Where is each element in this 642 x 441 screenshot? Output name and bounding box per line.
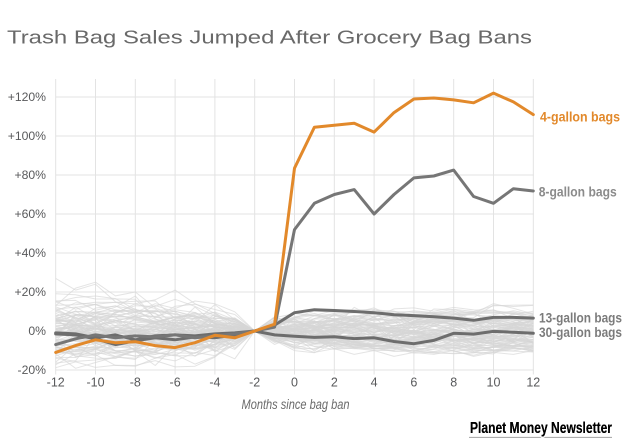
svg-text:-2: -2: [249, 376, 260, 390]
svg-text:Planet Money Newsletter: Planet Money Newsletter: [470, 420, 612, 437]
svg-text:+80%: +80%: [14, 168, 46, 182]
svg-text:+60%: +60%: [14, 207, 46, 221]
svg-text:8: 8: [450, 376, 457, 390]
svg-text:+20%: +20%: [14, 285, 46, 299]
svg-text:Planet Money Newsletter: Planet Money Newsletter: [470, 420, 612, 437]
svg-text:-4: -4: [209, 376, 220, 390]
svg-text:12: 12: [526, 376, 540, 390]
svg-text:-6: -6: [170, 376, 181, 390]
svg-text:8-gallon bags: 8-gallon bags: [539, 184, 617, 199]
svg-text:Trash Bag Sales Jumped After G: Trash Bag Sales Jumped After Grocery Bag…: [7, 27, 532, 48]
svg-text:4: 4: [371, 376, 378, 390]
svg-text:-20%: -20%: [18, 363, 47, 377]
svg-text:0%: 0%: [28, 324, 46, 338]
svg-text:10: 10: [487, 376, 501, 390]
svg-text:-10: -10: [86, 376, 104, 390]
svg-text:+120%: +120%: [8, 90, 46, 104]
svg-text:0: 0: [291, 376, 298, 390]
svg-text:4-gallon bags: 4-gallon bags: [540, 109, 620, 124]
svg-text:30-gallon bags: 30-gallon bags: [539, 325, 622, 340]
svg-text:-12: -12: [47, 376, 65, 390]
svg-text:Months since bag ban: Months since bag ban: [242, 397, 350, 412]
svg-text:-8: -8: [130, 376, 141, 390]
svg-text:+100%: +100%: [8, 129, 46, 143]
svg-text:6: 6: [410, 376, 417, 390]
svg-text:2: 2: [331, 376, 338, 390]
svg-text:+40%: +40%: [14, 246, 46, 260]
svg-text:13-gallon bags: 13-gallon bags: [539, 311, 622, 326]
